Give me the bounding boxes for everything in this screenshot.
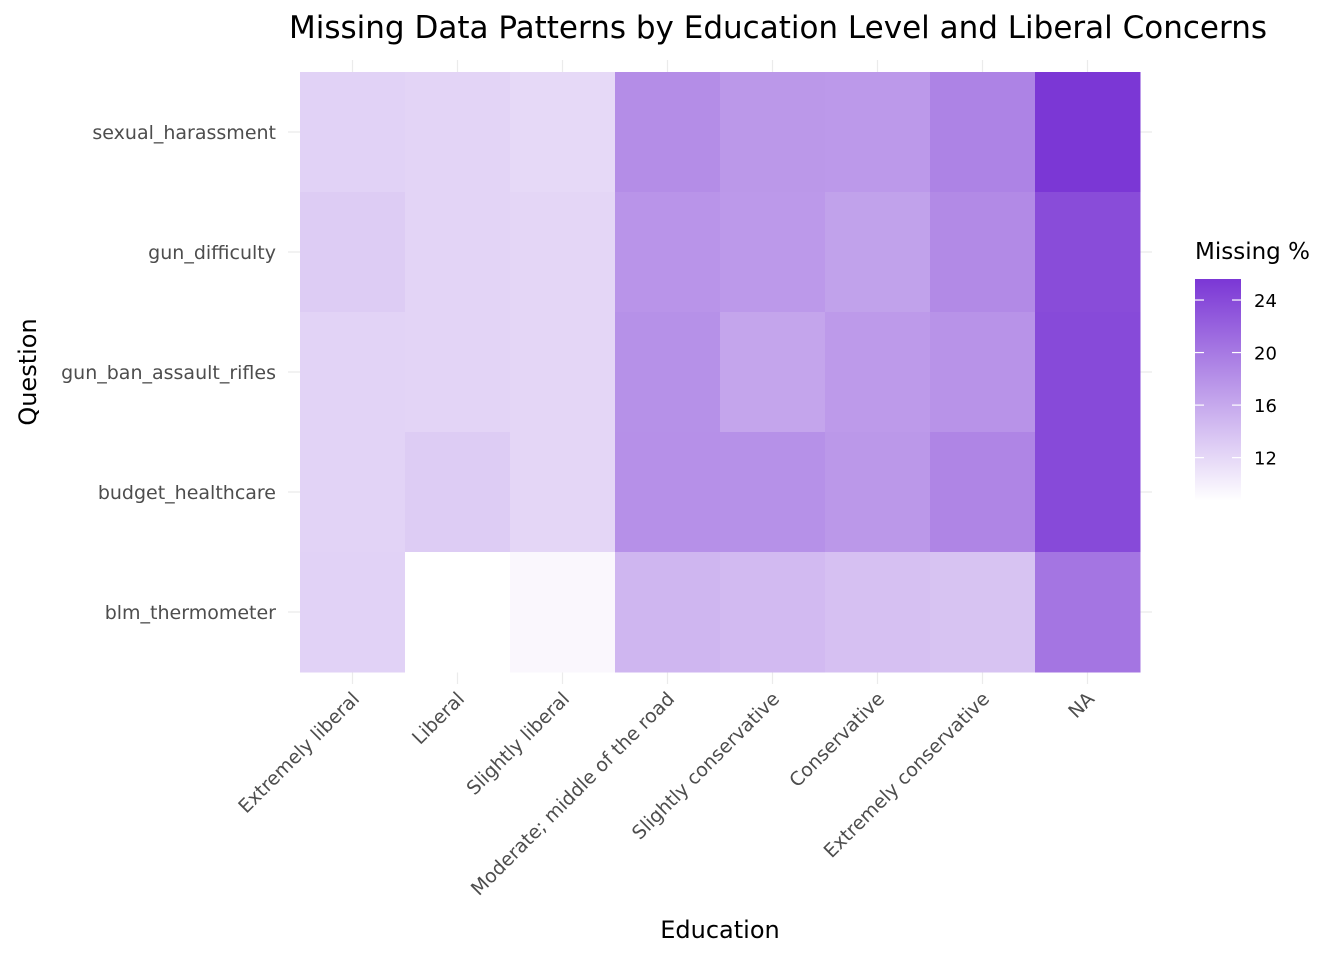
x-axis-title: Education xyxy=(660,916,779,944)
heatmap-cell xyxy=(405,72,511,193)
y-axis-title: Question xyxy=(14,318,42,425)
heatmap-cell xyxy=(930,432,1036,553)
heatmap-cell xyxy=(300,192,406,313)
x-tick-label: Extremely liberal xyxy=(234,688,364,818)
heatmap-cell xyxy=(720,552,826,673)
heatmap-cell xyxy=(720,312,826,433)
heatmap-cell xyxy=(405,192,511,313)
x-tick-label: Extremely conservative xyxy=(820,688,994,862)
x-tick-label: Slightly liberal xyxy=(462,688,574,800)
legend-ticks: 24 20 16 12 xyxy=(1195,291,1277,470)
legend-tick-label: 20 xyxy=(1254,344,1277,365)
heatmap-cell xyxy=(720,192,826,313)
heatmap-cell xyxy=(510,72,616,193)
heatmap-cell xyxy=(615,72,721,193)
x-tick-label: NA xyxy=(1064,688,1099,723)
chart-title: Missing Data Patterns by Education Level… xyxy=(289,10,1267,46)
heatmap-cell xyxy=(1035,552,1141,673)
legend: Missing % 24 20 16 12 xyxy=(1195,239,1310,501)
y-axis-ticks: sexual_harassment gun_difficulty gun_ban_a… xyxy=(61,122,276,624)
heatmap-cell xyxy=(1035,192,1141,313)
y-tick-label: gun_difficulty xyxy=(148,242,276,264)
heatmap-cell xyxy=(300,312,406,433)
heatmap-cell xyxy=(1035,72,1141,193)
legend-tick-label: 24 xyxy=(1254,291,1277,312)
heatmap-cell xyxy=(1035,312,1141,433)
heatmap-cell xyxy=(825,432,931,553)
heatmap-cell xyxy=(300,552,406,673)
x-tick-label: Liberal xyxy=(408,688,469,749)
heatmap-cell xyxy=(405,432,511,553)
heatmap-cells xyxy=(300,72,1141,673)
heatmap-cell xyxy=(510,552,616,673)
heatmap-cell xyxy=(930,552,1036,673)
y-tick-label: budget_healthcare xyxy=(98,482,276,504)
heatmap-cell xyxy=(930,192,1036,313)
y-tick-label: gun_ban_assault_rifles xyxy=(61,362,276,384)
heatmap-cell xyxy=(825,192,931,313)
x-tick-label: Moderate; middle of the road xyxy=(467,688,679,900)
heatmap-cell xyxy=(720,72,826,193)
heatmap-cell xyxy=(1035,432,1141,553)
y-tick-label: sexual_harassment xyxy=(92,122,276,144)
heatmap-cell xyxy=(615,192,721,313)
heatmap-cell xyxy=(615,552,721,673)
legend-tick-label: 12 xyxy=(1254,449,1277,470)
legend-title: Missing % xyxy=(1195,239,1310,265)
heatmap-cell xyxy=(615,312,721,433)
heatmap-cell xyxy=(405,312,511,433)
heatmap-cell xyxy=(300,432,406,553)
heatmap-cell xyxy=(825,312,931,433)
heatmap-cell xyxy=(720,432,826,553)
heatmap-cell xyxy=(825,552,931,673)
heatmap-cell xyxy=(930,312,1036,433)
heatmap-cell xyxy=(930,72,1036,193)
heatmap-cell xyxy=(510,192,616,313)
y-tick-label: blm_thermometer xyxy=(105,602,276,624)
heatmap-cell xyxy=(825,72,931,193)
heatmap-cell xyxy=(510,432,616,553)
x-tick-label: Conservative xyxy=(785,688,889,792)
heatmap-cell xyxy=(405,552,511,673)
heatmap-cell xyxy=(615,432,721,553)
heatmap-cell xyxy=(300,72,406,193)
heatmap-cell xyxy=(510,312,616,433)
legend-tick-label: 16 xyxy=(1254,396,1277,417)
legend-colorbar xyxy=(1195,279,1241,501)
